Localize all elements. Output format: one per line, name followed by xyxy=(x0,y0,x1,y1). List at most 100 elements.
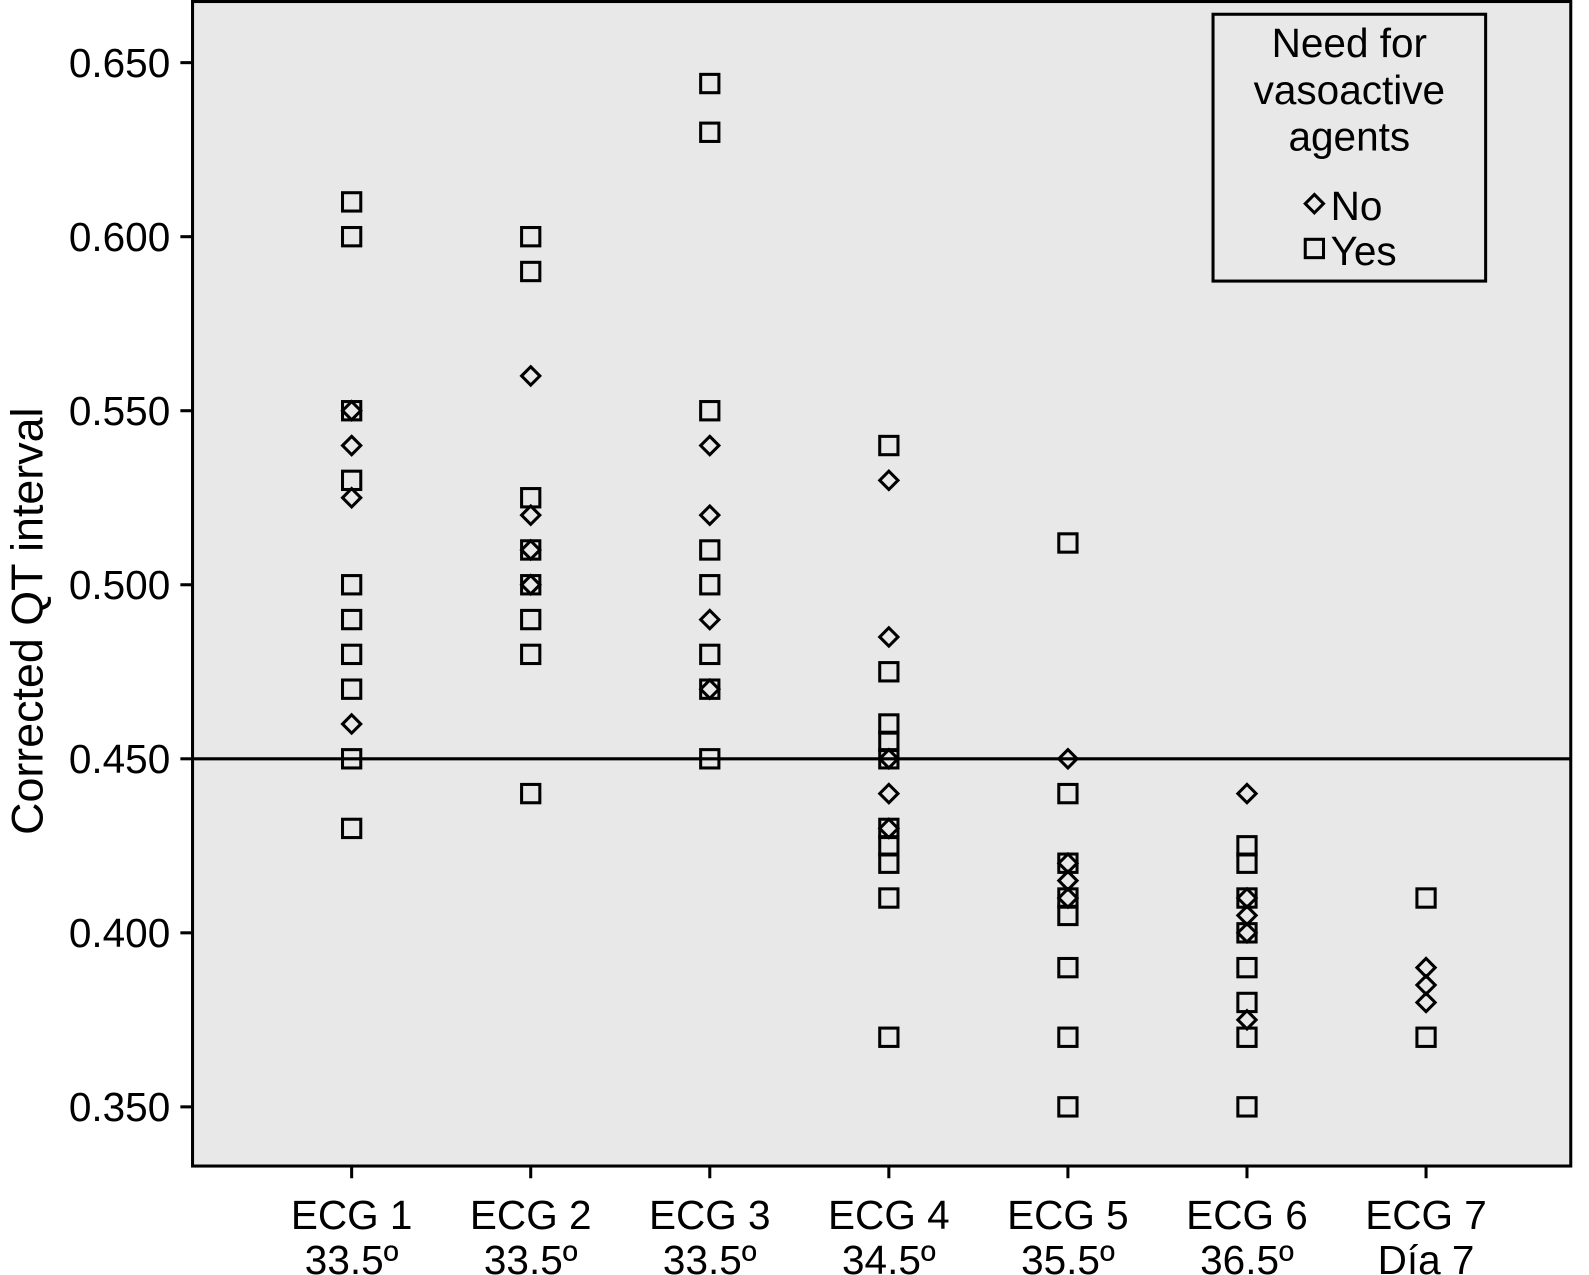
square-marker xyxy=(699,748,721,770)
diamond-marker xyxy=(877,625,901,649)
y-tick-label: 0.650 xyxy=(69,40,170,86)
square-marker xyxy=(341,469,363,492)
square-marker xyxy=(341,608,363,631)
y-tick-label: 0.350 xyxy=(69,1084,170,1130)
x-tick-label-line: 36.5º xyxy=(1200,1237,1294,1275)
x-tick-label-line: 33.5º xyxy=(484,1237,578,1275)
square-marker xyxy=(520,260,542,283)
square-marker xyxy=(1057,1096,1079,1118)
y-tick-label: 0.400 xyxy=(69,910,170,956)
x-tick-label: ECG 6 36.5º xyxy=(1186,1192,1308,1275)
x-tick-label-line: ECG 7 xyxy=(1365,1192,1487,1238)
diamond-marker xyxy=(1303,192,1326,215)
x-tick-label-line: ECG 6 xyxy=(1186,1192,1308,1238)
diamond-marker xyxy=(698,434,722,457)
square-marker xyxy=(699,643,721,666)
square-marker xyxy=(1236,922,1258,944)
square-marker xyxy=(1236,1026,1258,1048)
square-marker xyxy=(1236,1096,1258,1118)
square-marker xyxy=(1236,852,1258,874)
square-marker xyxy=(1057,1026,1079,1048)
square-marker xyxy=(341,225,363,248)
square-marker xyxy=(341,400,363,422)
x-tick-label: ECG 1 33.5º xyxy=(291,1192,413,1275)
x-tick-label: ECG 4 34.5º xyxy=(828,1192,950,1275)
square-marker xyxy=(1303,237,1326,260)
diamond-marker xyxy=(877,782,901,805)
square-marker xyxy=(699,72,721,95)
square-marker xyxy=(878,434,900,457)
square-marker xyxy=(341,817,363,840)
square-marker xyxy=(520,225,542,248)
x-tick-label-line: 35.5º xyxy=(1021,1237,1115,1275)
x-tick-label: ECG 5 35.5º xyxy=(1007,1192,1129,1275)
diamond-marker xyxy=(698,608,722,631)
x-tick-label-line: 33.5º xyxy=(663,1237,757,1275)
diamond-marker xyxy=(1235,782,1259,805)
y-tick-label: 0.450 xyxy=(69,736,170,782)
square-marker xyxy=(878,887,900,909)
square-marker xyxy=(1057,532,1079,554)
square-marker xyxy=(1236,991,1258,1014)
diamond-marker xyxy=(877,469,901,492)
legend-title: Need for vasoactive agents xyxy=(1253,21,1446,160)
x-tick-label-line: ECG 2 xyxy=(470,1192,592,1238)
square-marker xyxy=(878,852,900,874)
square-marker xyxy=(699,574,721,596)
square-marker xyxy=(1057,852,1079,874)
x-tick-label: ECG 2 33.5º xyxy=(470,1192,592,1275)
x-tick-label-line: 34.5º xyxy=(842,1237,936,1275)
square-marker xyxy=(520,574,542,596)
square-marker xyxy=(1057,956,1079,979)
diamond-marker xyxy=(519,364,542,388)
diamond-marker xyxy=(340,486,363,510)
square-marker xyxy=(699,400,721,422)
square-marker xyxy=(878,1026,900,1048)
square-marker xyxy=(1057,782,1079,805)
square-marker xyxy=(1057,904,1079,927)
square-marker xyxy=(341,748,363,770)
legend-label: Yes xyxy=(1331,228,1397,274)
legend-label: No xyxy=(1331,183,1383,229)
square-marker xyxy=(520,782,542,805)
square-marker xyxy=(520,608,542,631)
square-marker xyxy=(1415,1026,1437,1048)
x-tick-label-line: ECG 3 xyxy=(649,1192,771,1238)
square-marker xyxy=(699,539,721,561)
square-marker xyxy=(1415,887,1437,909)
square-marker xyxy=(520,539,542,561)
x-tick-label-line: ECG 4 xyxy=(828,1192,950,1238)
square-marker xyxy=(878,748,900,770)
legend-title-box: Need for vasoactive agents xyxy=(1253,21,1446,160)
square-marker xyxy=(699,121,721,143)
square-marker xyxy=(699,678,721,700)
square-marker xyxy=(520,487,542,509)
square-marker xyxy=(341,191,363,213)
square-marker xyxy=(878,661,900,683)
diamond-marker xyxy=(1414,991,1438,1014)
square-marker xyxy=(520,643,542,666)
square-marker xyxy=(341,643,363,666)
x-tick-label-line: Día 7 xyxy=(1378,1237,1475,1275)
square-marker xyxy=(1236,956,1258,979)
square-marker xyxy=(341,678,363,700)
x-tick-label-line: 33.5º xyxy=(305,1237,399,1275)
diamond-marker xyxy=(698,503,722,527)
legend-box xyxy=(1211,12,1488,283)
square-marker xyxy=(1236,887,1258,909)
diamond-marker xyxy=(519,503,542,527)
y-tick-label: 0.550 xyxy=(69,388,170,434)
x-tick-label-line: ECG 1 xyxy=(291,1192,413,1238)
square-marker xyxy=(341,574,363,596)
y-axis-label: Corrected QT interval xyxy=(4,408,53,835)
diamond-marker xyxy=(340,434,363,457)
x-tick-label-line: ECG 5 xyxy=(1007,1192,1129,1238)
y-tick-label: 0.500 xyxy=(69,562,170,608)
x-tick-label: ECG 7 Día 7 xyxy=(1365,1192,1487,1275)
y-tick-label: 0.600 xyxy=(69,214,170,260)
x-tick-label: ECG 3 33.5º xyxy=(649,1192,771,1275)
diamond-marker xyxy=(340,712,363,736)
diamond-marker xyxy=(1056,747,1080,771)
